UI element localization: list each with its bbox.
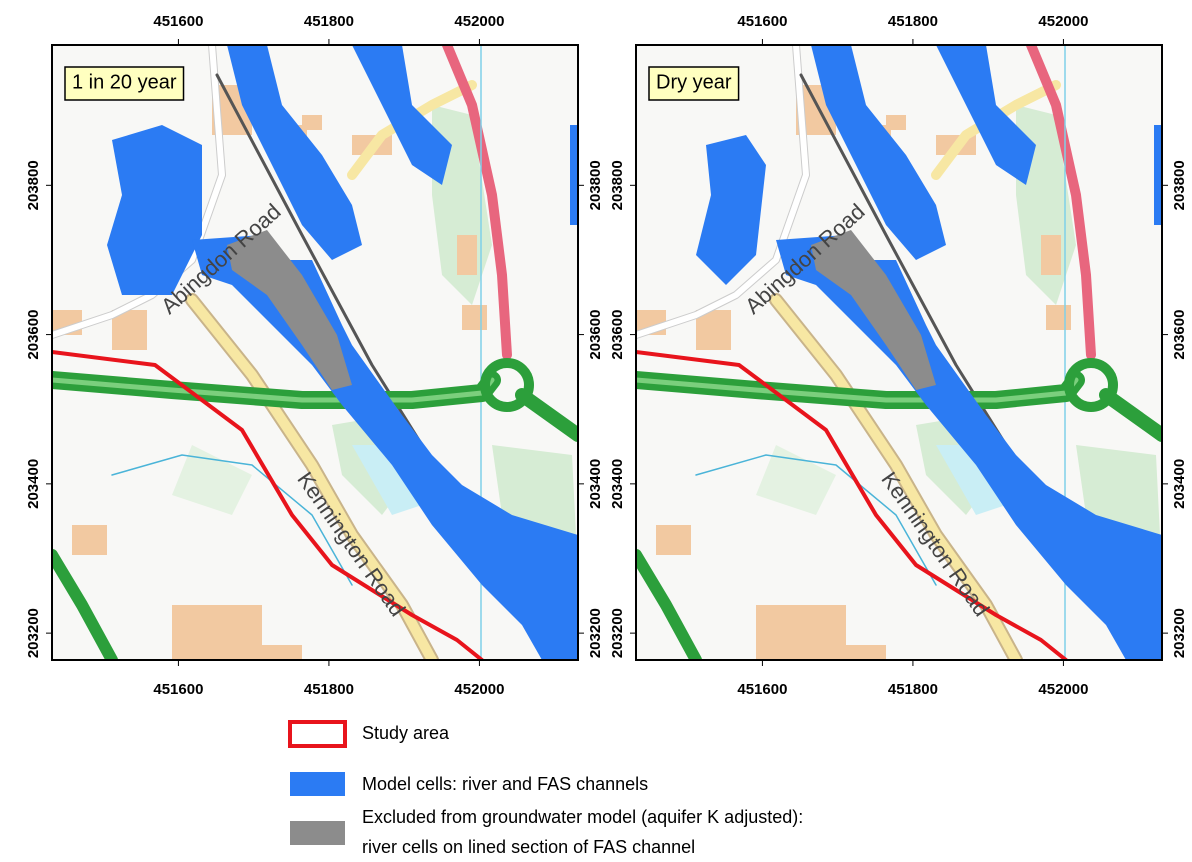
y-tick-label: 203800 xyxy=(609,160,626,210)
x-tick-label: 451600 xyxy=(737,13,787,30)
panel-label-text: Dry year xyxy=(656,71,732,93)
model-cells xyxy=(570,125,578,225)
x-tick-label: 452000 xyxy=(1038,13,1088,30)
y-tick-label: 203200 xyxy=(587,608,604,658)
building xyxy=(72,525,107,555)
y-tick-label: 203200 xyxy=(1171,608,1188,658)
building xyxy=(302,115,322,130)
y-tick-label: 203400 xyxy=(1171,459,1188,509)
x-tick-label: 451600 xyxy=(153,13,203,30)
x-tick-label: 452000 xyxy=(454,681,504,698)
y-tick-label: 203600 xyxy=(25,310,42,360)
legend-label: Study area xyxy=(362,723,450,743)
legend-label: Excluded from groundwater model (aquifer… xyxy=(362,807,803,827)
y-tick-label: 203600 xyxy=(587,310,604,360)
y-tick-label: 203600 xyxy=(1171,310,1188,360)
x-tick-label: 452000 xyxy=(1038,681,1088,698)
panel-label-text: 1 in 20 year xyxy=(72,71,177,93)
x-tick-label: 451800 xyxy=(888,681,938,698)
panel-label: Dry year xyxy=(649,67,739,100)
building xyxy=(457,235,477,275)
x-tick-label: 451800 xyxy=(304,681,354,698)
building xyxy=(656,525,691,555)
x-tick-label: 451600 xyxy=(737,681,787,698)
model-cells xyxy=(1154,125,1162,225)
building xyxy=(462,305,487,330)
y-tick-label: 203400 xyxy=(609,459,626,509)
y-tick-label: 203400 xyxy=(587,459,604,509)
y-tick-label: 203600 xyxy=(609,310,626,360)
legend-swatch-study-area xyxy=(290,722,345,746)
building xyxy=(1046,305,1071,330)
x-tick-label: 452000 xyxy=(454,13,504,30)
x-tick-label: 451600 xyxy=(153,681,203,698)
x-tick-label: 451800 xyxy=(304,13,354,30)
building xyxy=(1041,235,1061,275)
y-tick-label: 203800 xyxy=(587,160,604,210)
y-tick-label: 203200 xyxy=(609,608,626,658)
y-tick-label: 203400 xyxy=(25,459,42,509)
y-tick-label: 203200 xyxy=(25,608,42,658)
legend-swatch-model-cells xyxy=(290,772,345,796)
panel-label: 1 in 20 year xyxy=(65,67,184,100)
legend-label: Model cells: river and FAS channels xyxy=(362,774,648,794)
legend-label: river cells on lined section of FAS chan… xyxy=(362,837,695,857)
y-tick-label: 203800 xyxy=(25,160,42,210)
legend-swatch-excluded xyxy=(290,821,345,845)
figure: Study area Model cells: river and FAS ch… xyxy=(0,0,1192,862)
x-tick-label: 451800 xyxy=(888,13,938,30)
building xyxy=(886,115,906,130)
y-tick-label: 203800 xyxy=(1171,160,1188,210)
